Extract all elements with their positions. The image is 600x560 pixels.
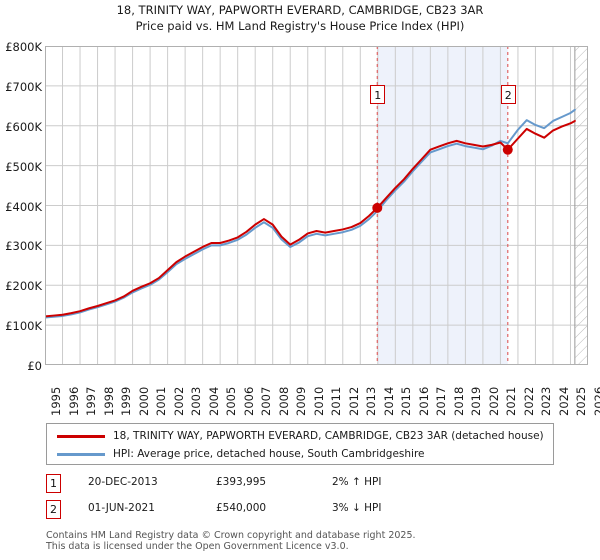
x-axis-tick-label: 2023 (539, 386, 554, 416)
transaction-hpi-delta: 2% ↑ HPI (332, 476, 382, 488)
plot-svg (45, 46, 588, 365)
transaction-date: 01-JUN-2021 (88, 502, 155, 514)
transaction-price: £540,000 (216, 502, 267, 514)
y-axis-tick-label: £200K (5, 279, 42, 294)
x-axis-tick-label: 2011 (329, 386, 344, 416)
x-axis-tick-label: 2008 (276, 386, 291, 416)
x-axis-tick-label: 2012 (346, 386, 361, 416)
x-axis-tick-label: 2022 (521, 386, 536, 416)
legend-swatch-hpi (57, 453, 105, 456)
y-axis-tick-label: £100K (5, 319, 42, 334)
x-axis-tick-label: 1996 (66, 386, 81, 416)
legend-item-hpi: HPI: Average price, detached house, Sout… (47, 444, 553, 465)
x-axis-tick-label: 2000 (136, 386, 151, 416)
y-axis-tick-label: £600K (5, 119, 42, 134)
x-axis-tick-label: 2001 (154, 386, 169, 416)
y-axis-tick-label: £700K (5, 79, 42, 94)
chart-title-line-1: 18, TRINITY WAY, PAPWORTH EVERARD, CAMBR… (116, 3, 484, 17)
x-axis-tick-label: 1998 (101, 386, 116, 416)
x-axis-tick-label: 2024 (556, 386, 571, 416)
legend-label-price-paid: 18, TRINITY WAY, PAPWORTH EVERARD, CAMBR… (113, 430, 544, 442)
x-axis-tick-label: 2002 (171, 386, 186, 416)
x-axis-tick-label: 2009 (294, 386, 309, 416)
y-axis-tick-label: £400K (5, 199, 42, 214)
plot-area (45, 46, 588, 365)
legend-item-price-paid: 18, TRINITY WAY, PAPWORTH EVERARD, CAMBR… (47, 426, 553, 447)
x-axis-tick-label: 2017 (434, 386, 449, 416)
transaction-hpi-delta: 3% ↓ HPI (332, 502, 382, 514)
x-axis-tick-label: 2025 (574, 386, 589, 416)
transaction-badge: 1 (46, 474, 61, 493)
x-axis-tick-label: 2016 (416, 386, 431, 416)
x-axis-tick-label: 2021 (504, 386, 519, 416)
x-axis-tick-label: 2013 (364, 386, 379, 416)
x-axis-tick-label: 2014 (381, 386, 396, 416)
attribution-line-1: Contains HM Land Registry data © Crown c… (46, 530, 416, 541)
x-axis-tick-label: 2005 (224, 386, 239, 416)
x-axis-tick-label: 2018 (451, 386, 466, 416)
x-axis-tick-label: 2020 (486, 386, 501, 416)
plot-frame (45, 46, 588, 365)
chart-title-line-2: Price paid vs. HM Land Registry's House … (135, 19, 465, 33)
x-axis-tick-label: 1999 (119, 386, 134, 416)
y-axis-tick-label: £300K (5, 239, 42, 254)
x-axis-tick-label: 2026 (592, 386, 600, 416)
x-axis-tick-label: 2006 (241, 386, 256, 416)
x-axis-tick-label: 2007 (259, 386, 274, 416)
transaction-row[interactable]: 1 20-DEC-2013 £393,995 2% ↑ HPI (46, 474, 566, 496)
event-marker-box[interactable]: 2 (500, 85, 516, 104)
x-axis-tick-label: 2004 (206, 386, 221, 416)
transaction-badge: 2 (46, 500, 61, 519)
x-axis-tick-label: 2010 (311, 386, 326, 416)
chart-legend: 18, TRINITY WAY, PAPWORTH EVERARD, CAMBR… (46, 423, 554, 465)
transaction-date: 20-DEC-2013 (88, 476, 158, 488)
legend-label-hpi: HPI: Average price, detached house, Sout… (113, 448, 425, 460)
attribution-footer: Contains HM Land Registry data © Crown c… (46, 530, 586, 552)
y-axis-tick-label: £0 (27, 359, 42, 373)
attribution-line-2: This data is licensed under the Open Gov… (46, 541, 349, 552)
event-marker-box[interactable]: 1 (370, 85, 386, 104)
chart-title: 18, TRINITY WAY, PAPWORTH EVERARD, CAMBR… (0, 2, 600, 34)
transaction-row[interactable]: 2 01-JUN-2021 £540,000 3% ↓ HPI (46, 500, 566, 522)
y-axis-tick-label: £500K (5, 159, 42, 174)
transaction-price: £393,995 (216, 476, 267, 488)
x-axis-tick-label: 2015 (399, 386, 414, 416)
x-axis-tick-label: 1995 (49, 386, 63, 416)
x-axis-tick-label: 2019 (469, 386, 484, 416)
x-axis-tick-label: 1997 (84, 386, 99, 416)
x-axis-tick-label: 2003 (189, 386, 204, 416)
legend-swatch-price-paid (57, 435, 105, 438)
x-axis-labels: 1995 1996 1997 1998 1999 2000 2001 2002 2003 2004… (0, 368, 600, 420)
y-axis-tick-label: £800K (5, 40, 42, 54)
